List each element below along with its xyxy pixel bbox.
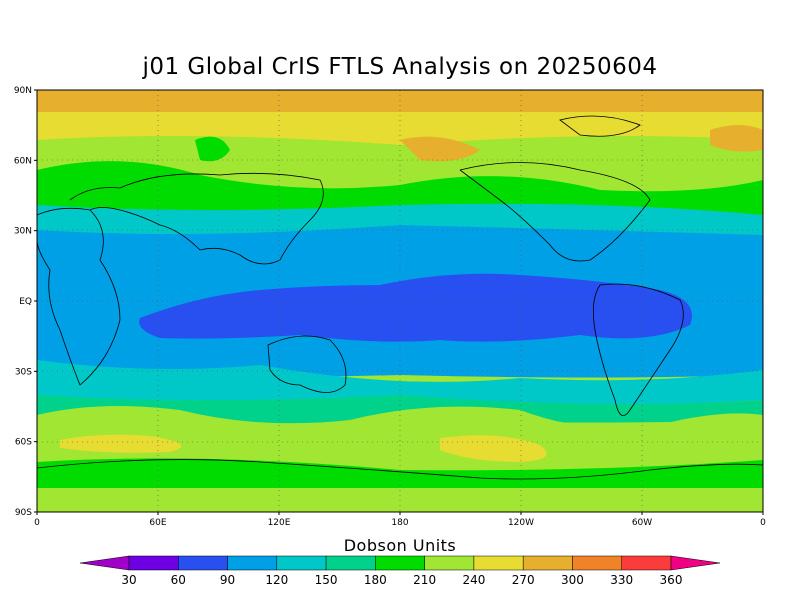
colorbar-segment [178,555,228,571]
page-title: j01 Global CrIS FTLS Analysis on 2025060… [142,54,658,80]
band-equatorial-min [139,273,692,342]
band-north-high [37,112,763,145]
colorbar-level-label: 90 [220,573,235,587]
x-axis-ticks: 0 60E 120E 180 120W 60W 0 [34,512,766,528]
patch-south-1 [60,434,182,453]
greenland-outline [559,115,641,137]
y-tick-label: 30N [14,227,32,237]
colorbar-level-label: 360 [660,573,683,587]
x-tick-label: 60E [149,518,166,528]
colorbar-level-label: 120 [265,573,288,587]
south-america-outline [592,283,684,417]
colorbar-segment [424,555,475,571]
x-tick-label: 120W [508,518,534,528]
patch-north-1 [400,136,480,162]
colorbar-level-label: 150 [315,573,338,587]
patch-south-2 [440,435,547,462]
band-subtropic-s [37,360,763,405]
colorbar-segment [473,555,524,571]
patch-north-2 [710,125,763,152]
colorbar-segment [128,555,179,571]
colorbar-title: Dobson Units [343,536,457,555]
colorbar-level-label: 330 [610,573,633,587]
colorbar-segment [572,555,622,571]
north-america-outline [459,162,651,262]
colorbar-level-label: 300 [561,573,584,587]
colorbar-level-label: 60 [171,573,186,587]
colorbar-under-arrow [79,555,130,571]
colorbar-level-label: 30 [121,573,136,587]
coastlines [37,115,763,480]
y-tick-label: 30S [15,367,32,377]
colorbar-segment [325,555,376,571]
graticule [37,90,763,512]
x-tick-label: 60W [632,518,652,528]
x-tick-label: 0 [760,518,766,528]
band-southern-high [37,406,763,467]
colorbar: 30 60 90 120 150 180 210 240 270 300 330 360 [79,555,721,587]
x-tick-label: 180 [391,518,408,528]
africa-outline [37,207,121,386]
y-tick-label: EQ [19,297,32,307]
colorbar-segment [276,555,327,571]
colorbar-segment [621,555,672,571]
antarctica-outline [37,459,763,480]
y-tick-label: 90S [15,508,32,518]
colorbar-over-arrow [670,555,721,571]
patch-north-3 [195,136,230,162]
colorbar-segment [227,555,278,571]
colorbar-level-label: 210 [413,573,436,587]
y-axis-ticks: 90N 60N 30N EQ 30S 60S 90S [14,86,37,518]
y-tick-label: 60N [14,156,32,166]
colorbar-level-label: 270 [512,573,535,587]
australia-outline [267,335,347,393]
y-tick-label: 60S [15,438,32,448]
y-tick-label: 90N [14,86,32,96]
eurasia-outline [69,172,324,265]
colorbar-segment [522,555,573,571]
band-southern-mid [37,395,763,424]
x-tick-label: 120E [268,518,291,528]
colorbar-level-label: 240 [462,573,485,587]
colorbar-level-label: 180 [364,573,387,587]
colorbar-segment [375,555,425,571]
x-tick-label: 0 [34,518,40,528]
